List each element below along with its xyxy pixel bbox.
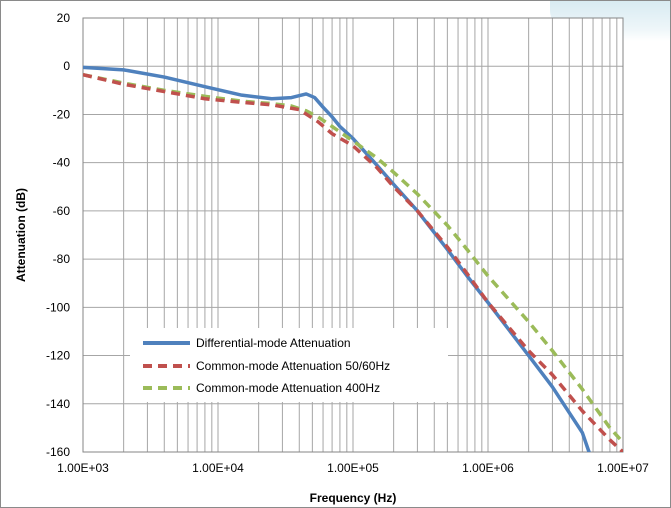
x-tick-label: 1.00E+05 (327, 461, 379, 475)
legend-label-differential: Differential-mode Attenuation (196, 336, 351, 350)
x-tick-label: 1.00E+07 (597, 461, 649, 475)
x-tick-label: 1.00E+04 (192, 461, 244, 475)
y-tick-label: 0 (63, 59, 70, 73)
y-tick-label: -140 (46, 397, 70, 411)
legend-background (130, 328, 448, 402)
series-line-1 (83, 72, 623, 452)
y-tick-label: -100 (46, 300, 70, 314)
plot-border (82, 17, 624, 453)
y-tick-label: -40 (53, 156, 71, 170)
y-tick-label: -60 (53, 204, 71, 218)
x-axis-title: Frequency (Hz) (310, 491, 397, 505)
legend-label-common-50-60: Common-mode Attenuation 50/60Hz (196, 359, 390, 373)
y-tick-label: -80 (53, 252, 71, 266)
series-layer (83, 65, 623, 452)
y-tick-label: -160 (46, 445, 70, 459)
y-axis-tick-labels: 20 0 -20 -40 -60 -80 -100 -120 -140 -160 (46, 11, 70, 459)
legend-label-common-400: Common-mode Attenuation 400Hz (196, 381, 380, 395)
x-tick-label: 1.00E+03 (57, 461, 109, 475)
x-axis-tick-labels: 1.00E+03 1.00E+04 1.00E+05 1.00E+06 1.00E+07 (57, 461, 649, 475)
y-tick-label: -120 (46, 349, 70, 363)
y-axis-title: Attenuation (dB) (14, 188, 28, 282)
series-line-2 (83, 72, 623, 444)
legend: Differential-mode Attenuation Common-mod… (130, 328, 448, 402)
y-tick-label: 20 (57, 11, 71, 25)
y-tick-label: -20 (53, 107, 71, 121)
x-tick-label: 1.00E+06 (462, 461, 514, 475)
